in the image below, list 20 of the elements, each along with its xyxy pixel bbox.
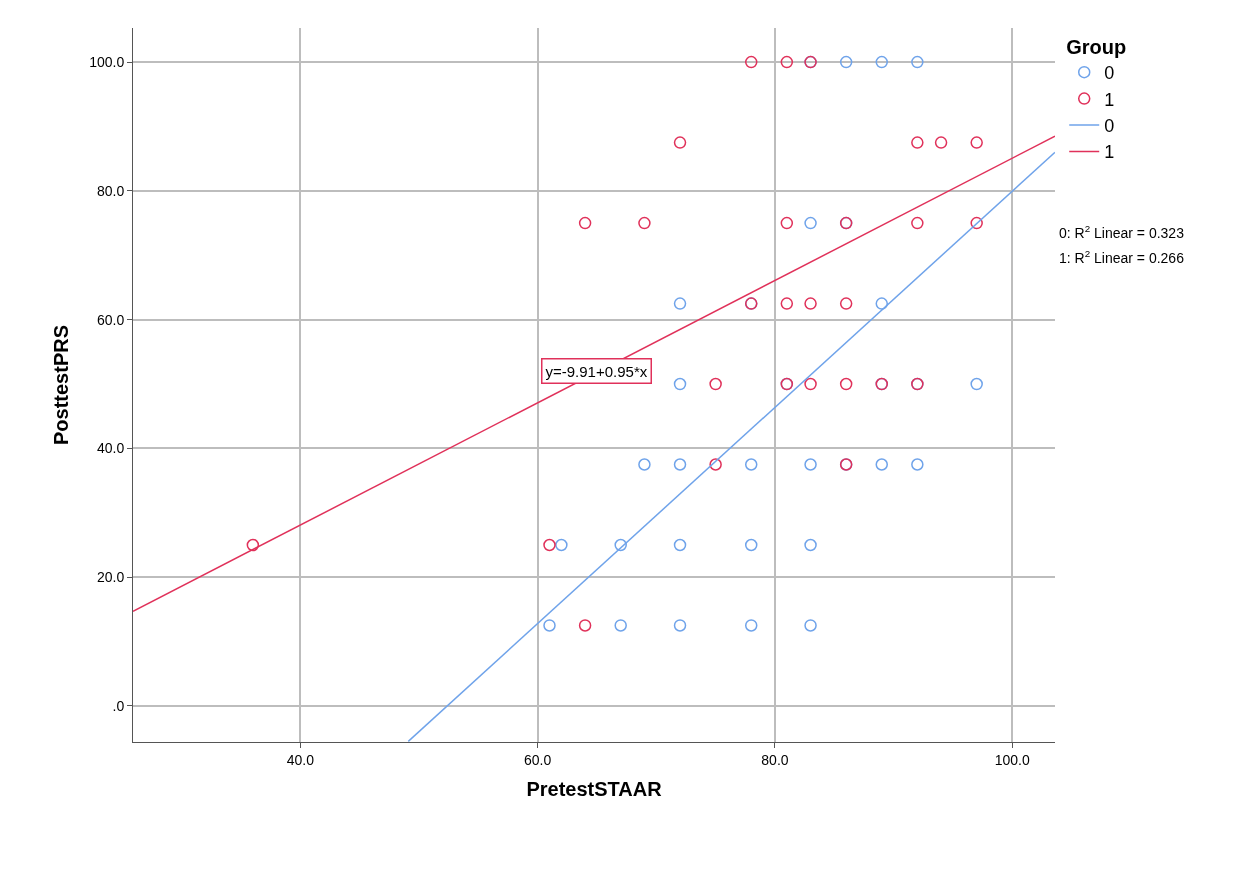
y-tick-label: .0	[112, 697, 125, 714]
annotation: y=-9.91+0.95*x	[545, 362, 648, 380]
y-tick-label: 40.0	[96, 440, 125, 457]
legend-title: Group	[1066, 36, 1127, 58]
x-tick-label: 60.0	[524, 751, 552, 768]
legend-label: 1	[1104, 89, 1115, 110]
y-axis-title: PosttestPRS	[49, 324, 72, 446]
text: 1: R$^{2}$ Linear = 0.266	[1059, 248, 1185, 266]
y-tick-label: 80.0	[96, 182, 125, 199]
legend-label: 0	[1104, 116, 1115, 137]
x-axis-title: PretestSTAAR	[526, 778, 663, 801]
legend-label: 0	[1104, 63, 1115, 84]
y-tick-label: 100.0	[89, 54, 125, 71]
text: 0: R$^{2}$ Linear = 0.323	[1059, 223, 1185, 241]
x-tick-label: 40.0	[286, 751, 315, 768]
y-tick-label: 60.0	[96, 311, 125, 328]
legend-label: 1	[1104, 142, 1115, 163]
y-tick-label: 20.0	[96, 569, 125, 586]
x-tick-label: 100.0	[994, 751, 1030, 768]
x-tick-label: 80.0	[761, 751, 789, 768]
